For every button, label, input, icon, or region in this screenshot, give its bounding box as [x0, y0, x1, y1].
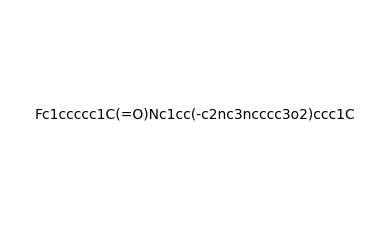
- Text: Fc1ccccc1C(=O)Nc1cc(-c2nc3ncccc3o2)ccc1C: Fc1ccccc1C(=O)Nc1cc(-c2nc3ncccc3o2)ccc1C: [34, 107, 355, 121]
